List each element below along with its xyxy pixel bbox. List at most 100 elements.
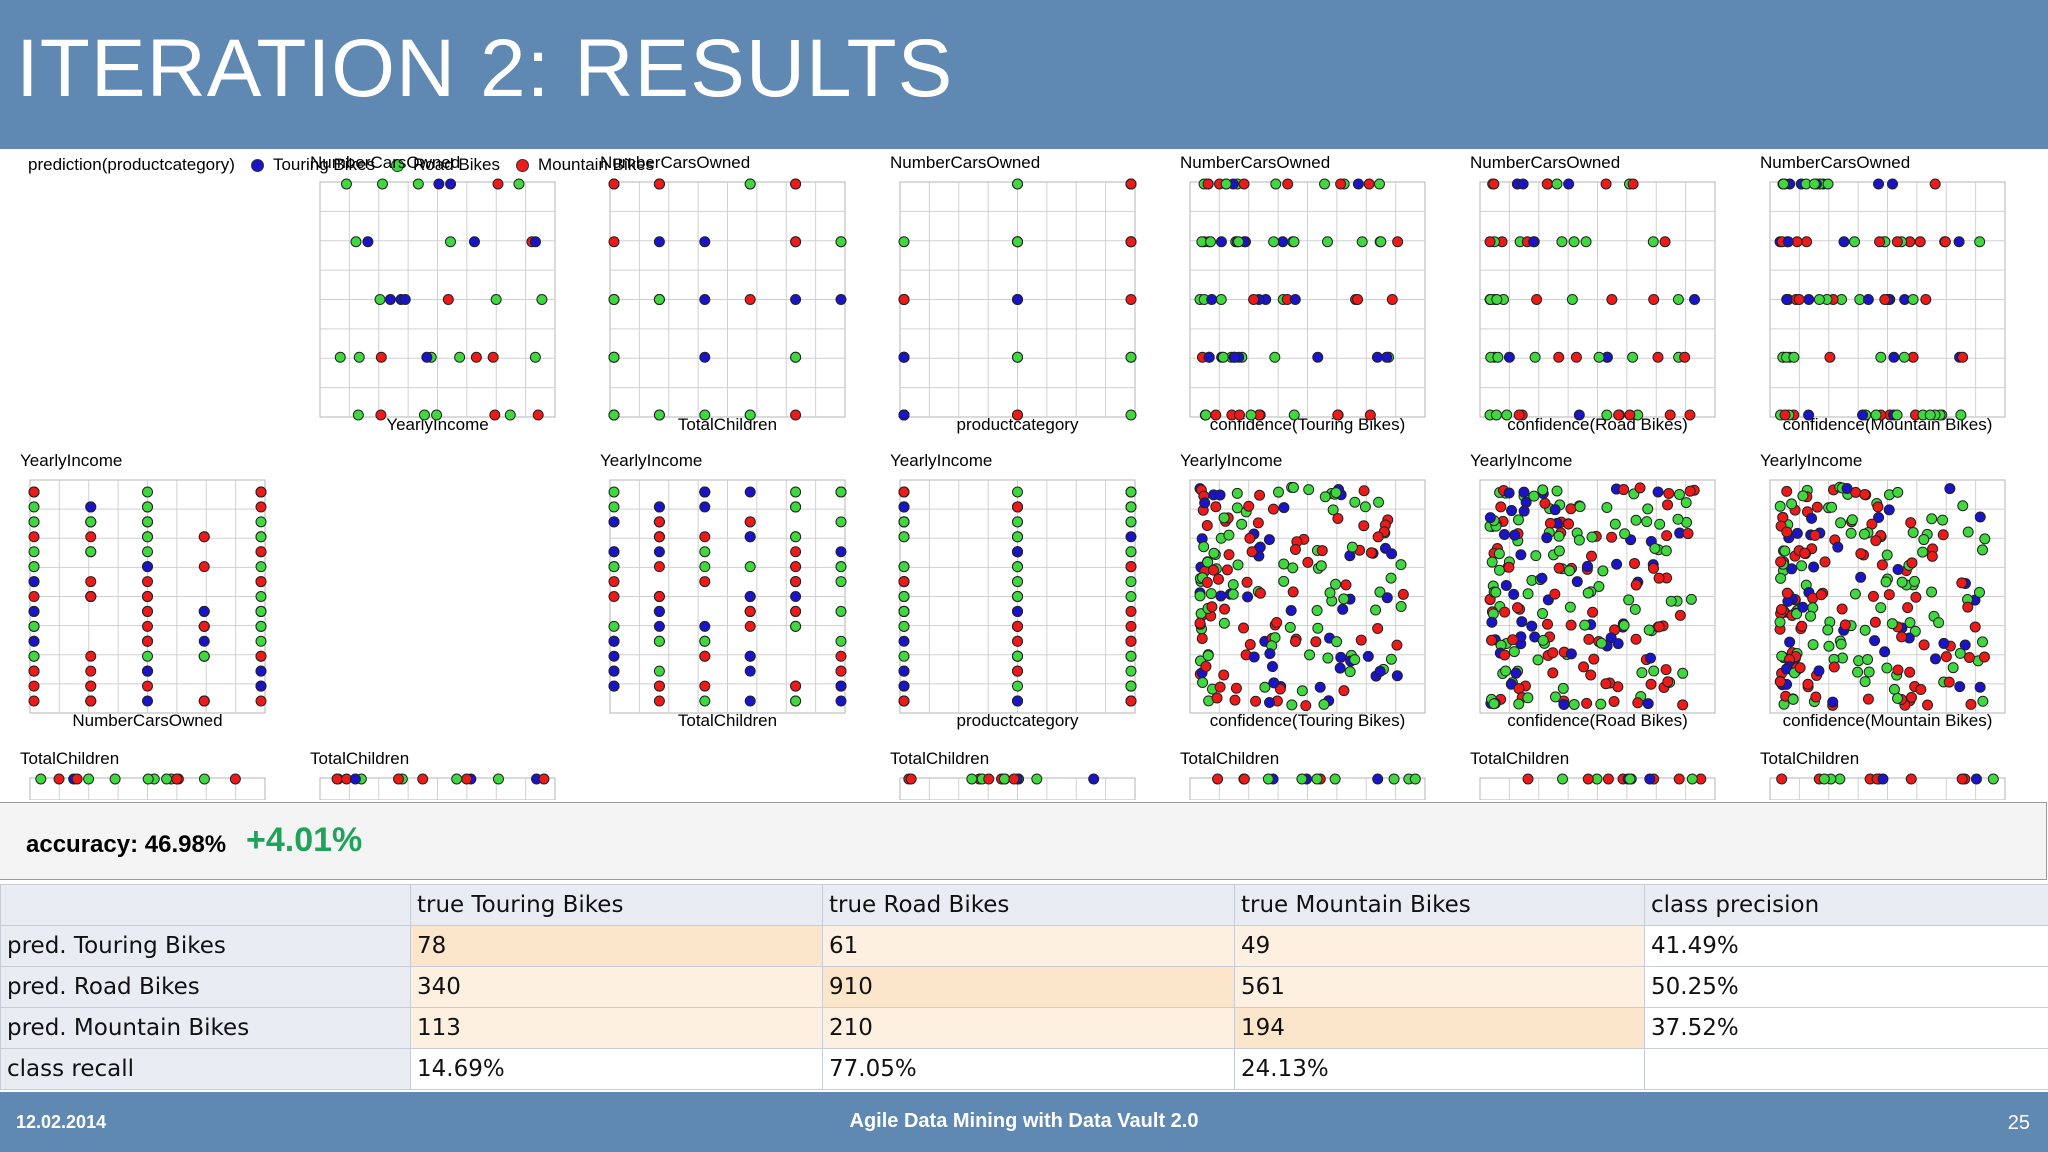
data-point xyxy=(1568,698,1580,710)
data-point xyxy=(1386,548,1398,560)
data-point xyxy=(1846,514,1858,526)
data-point xyxy=(1855,571,1867,583)
data-point xyxy=(1797,601,1809,613)
data-point xyxy=(1346,541,1358,553)
data-point xyxy=(1801,236,1813,248)
data-point xyxy=(835,695,847,707)
data-point xyxy=(790,351,802,363)
data-point xyxy=(85,650,97,662)
data-point xyxy=(1217,351,1229,363)
data-point xyxy=(161,773,173,785)
data-point xyxy=(1777,178,1789,190)
panel-y-label: NumberCarsOwned xyxy=(600,153,750,172)
data-point xyxy=(1202,650,1214,662)
data-point xyxy=(1248,651,1260,663)
data-point xyxy=(352,409,364,421)
data-point xyxy=(1031,773,1043,785)
data-point xyxy=(1522,692,1534,704)
data-point xyxy=(699,546,711,558)
recall-cell: 14.69% xyxy=(410,1048,823,1090)
data-point xyxy=(608,665,620,677)
data-point xyxy=(1796,560,1808,572)
data-point xyxy=(142,605,153,617)
data-point xyxy=(1513,409,1525,421)
data-point xyxy=(529,236,541,248)
data-point xyxy=(1012,695,1023,707)
data-point xyxy=(744,620,756,632)
data-point xyxy=(1581,560,1593,572)
data-point xyxy=(1905,517,1917,529)
panel-x-label: confidence(Road Bikes) xyxy=(1507,711,1687,730)
data-point xyxy=(1212,773,1224,785)
data-point xyxy=(608,501,620,513)
data-point xyxy=(1573,534,1585,546)
data-point xyxy=(966,773,978,785)
data-point xyxy=(1321,236,1333,248)
data-point xyxy=(198,620,210,632)
data-point xyxy=(608,561,620,573)
data-point xyxy=(1526,620,1538,632)
data-point xyxy=(1782,236,1794,248)
data-point xyxy=(1797,490,1809,502)
data-point xyxy=(744,531,756,543)
table-cell: 78 xyxy=(410,925,823,967)
data-point xyxy=(1630,633,1642,645)
data-point xyxy=(1012,516,1023,528)
data-point xyxy=(1254,587,1266,599)
data-point xyxy=(1870,409,1882,421)
data-point xyxy=(442,294,454,305)
data-point xyxy=(1490,409,1502,421)
data-point xyxy=(1201,577,1213,589)
data-point xyxy=(142,680,153,692)
data-point xyxy=(1849,236,1861,248)
data-point xyxy=(1672,513,1684,525)
data-point xyxy=(1659,236,1671,248)
data-point xyxy=(699,486,711,498)
data-point xyxy=(255,680,267,692)
data-point xyxy=(1500,579,1512,591)
data-point xyxy=(1210,501,1222,513)
data-point xyxy=(1883,589,1895,601)
data-point xyxy=(1012,680,1023,692)
data-point xyxy=(1881,549,1893,561)
data-point xyxy=(653,516,665,528)
data-point xyxy=(1215,236,1227,248)
data-point xyxy=(1125,294,1137,305)
data-point xyxy=(374,294,386,305)
data-point xyxy=(1978,651,1990,663)
data-point xyxy=(905,773,917,785)
data-point xyxy=(653,409,665,421)
data-point xyxy=(1832,541,1844,553)
table-cell: 340 xyxy=(410,966,823,1008)
data-point xyxy=(1827,696,1839,708)
data-point xyxy=(1539,497,1551,509)
slide-title: ITERATION 2: RESULTS xyxy=(16,23,954,114)
data-point xyxy=(790,546,802,558)
data-point xyxy=(744,605,756,617)
data-point xyxy=(1786,498,1798,510)
data-point xyxy=(1495,501,1507,513)
data-point xyxy=(28,665,40,677)
data-point xyxy=(1304,649,1316,661)
data-point xyxy=(1663,487,1675,499)
data-point xyxy=(1232,559,1244,571)
data-point xyxy=(445,178,457,190)
data-point xyxy=(362,236,374,248)
data-point xyxy=(1125,178,1137,190)
data-point xyxy=(142,591,153,602)
data-point xyxy=(1541,178,1553,190)
data-point xyxy=(1835,517,1847,529)
data-point xyxy=(1867,590,1879,602)
data-point xyxy=(1300,700,1312,712)
data-point xyxy=(1822,178,1834,190)
data-point xyxy=(790,294,802,305)
data-point xyxy=(1337,603,1349,615)
data-point xyxy=(1974,681,1986,693)
data-point xyxy=(1606,531,1618,543)
data-point xyxy=(142,546,153,558)
data-point xyxy=(1803,409,1815,421)
data-point xyxy=(1311,773,1323,785)
panel-x-label: productcategory xyxy=(957,711,1079,730)
data-point xyxy=(608,591,620,602)
table-cell: 910 xyxy=(822,966,1235,1008)
